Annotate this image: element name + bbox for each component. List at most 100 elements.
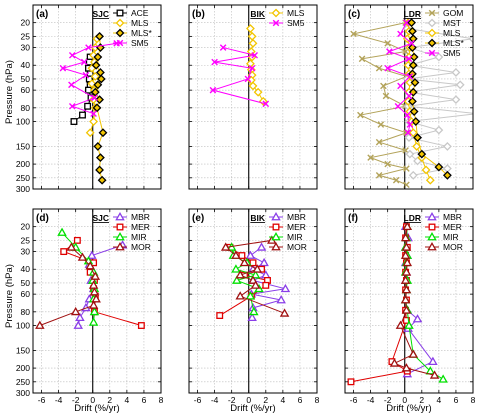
legend-label: MBR <box>443 212 462 222</box>
y-tick-label: 80 <box>21 307 31 317</box>
panel-label: (b) <box>192 9 205 20</box>
marker-triangle <box>400 275 411 284</box>
marker-triangle <box>250 280 261 289</box>
marker-triangle <box>427 232 437 241</box>
marker-triangle <box>247 312 257 322</box>
marker-x <box>406 121 414 128</box>
marker-diamond <box>407 96 417 106</box>
marker-diamond <box>427 38 437 48</box>
marker-triangle <box>438 374 448 383</box>
marker-diamond <box>93 52 103 62</box>
marker-triangle <box>248 275 258 284</box>
marker-triangle <box>271 212 281 221</box>
marker-diamond <box>87 79 97 89</box>
marker-x <box>403 19 410 26</box>
data-layer <box>216 235 291 322</box>
marker-triangle <box>408 349 419 358</box>
marker-triangle <box>395 320 406 329</box>
marker-triangle <box>427 242 437 251</box>
marker-x <box>358 55 366 63</box>
marker-x <box>91 94 98 102</box>
marker-triangle <box>401 305 412 314</box>
legend-label: MIR <box>443 232 459 242</box>
marker-triangle <box>75 312 85 322</box>
marker-square <box>347 378 355 386</box>
series-mor <box>35 242 101 329</box>
marker-triangle <box>412 314 423 323</box>
marker-x <box>403 165 410 172</box>
marker-diamond <box>408 170 418 180</box>
marker-diamond <box>90 87 100 97</box>
y-tick-label: 30 <box>21 43 31 53</box>
marker-x <box>211 58 218 66</box>
y-tick-label: 100 <box>16 117 30 127</box>
marker-x <box>68 81 75 89</box>
marker-triangle <box>220 242 231 251</box>
series-mor <box>389 221 440 379</box>
marker-triangle <box>115 232 125 241</box>
marker-diamond <box>417 149 427 159</box>
marker-diamond <box>411 117 421 126</box>
marker-x <box>90 110 97 117</box>
marker-x <box>80 58 88 66</box>
y-tick-label: 100 <box>16 321 30 331</box>
marker-diamond <box>442 142 452 151</box>
legend-label: MLS* <box>131 28 152 38</box>
marker-diamond <box>421 165 431 175</box>
marker-x <box>244 75 252 83</box>
marker-triangle <box>259 257 269 267</box>
y-tick-label: 40 <box>21 264 31 274</box>
x-tick-label: 6 <box>298 395 303 405</box>
marker-x <box>394 102 402 110</box>
marker-x <box>375 138 383 146</box>
legend-label: MST <box>443 18 461 28</box>
x-tick-label: 8 <box>471 395 476 405</box>
x-tick-label: -2 <box>72 395 80 405</box>
marker-triangle <box>35 320 45 329</box>
marker-x <box>375 171 383 179</box>
marker-square <box>238 252 246 259</box>
y-tick-label: 200 <box>16 363 30 373</box>
legend-label: MOR <box>131 242 151 252</box>
marker-diamond <box>96 74 106 84</box>
marker-x <box>248 64 256 72</box>
data-layer <box>59 31 120 185</box>
panel-label: (c) <box>348 9 360 20</box>
legend-label: SM5 <box>443 48 461 58</box>
panel-label: (e) <box>192 213 204 224</box>
marker-diamond <box>92 103 102 113</box>
plot-frame <box>344 208 474 394</box>
marker-diamond <box>442 170 452 180</box>
plot-frame <box>188 4 318 190</box>
marker-diamond <box>93 80 103 90</box>
marker-x <box>404 129 412 137</box>
marker-square <box>60 248 68 256</box>
marker-triangle <box>115 242 125 251</box>
marker-triangle <box>401 267 412 276</box>
marker-diamond <box>451 68 461 77</box>
x-tick-label: -4 <box>211 395 219 405</box>
marker-triangle <box>271 242 281 251</box>
marker-triangle <box>231 250 241 259</box>
marker-triangle <box>239 257 250 267</box>
plot-frame <box>32 208 162 394</box>
y-tick-label: 25 <box>21 31 31 41</box>
data-layer <box>350 18 473 189</box>
marker-triangle <box>402 257 413 267</box>
x-tick-label: -2 <box>384 395 392 405</box>
x-tick-label: -2 <box>228 395 236 405</box>
marker-triangle <box>77 252 88 261</box>
marker-diamond <box>472 113 473 114</box>
marker-x <box>392 176 400 184</box>
marker-triangle <box>271 232 281 241</box>
marker-x <box>405 92 413 100</box>
marker-x <box>377 121 385 128</box>
marker-triangle <box>389 358 400 367</box>
